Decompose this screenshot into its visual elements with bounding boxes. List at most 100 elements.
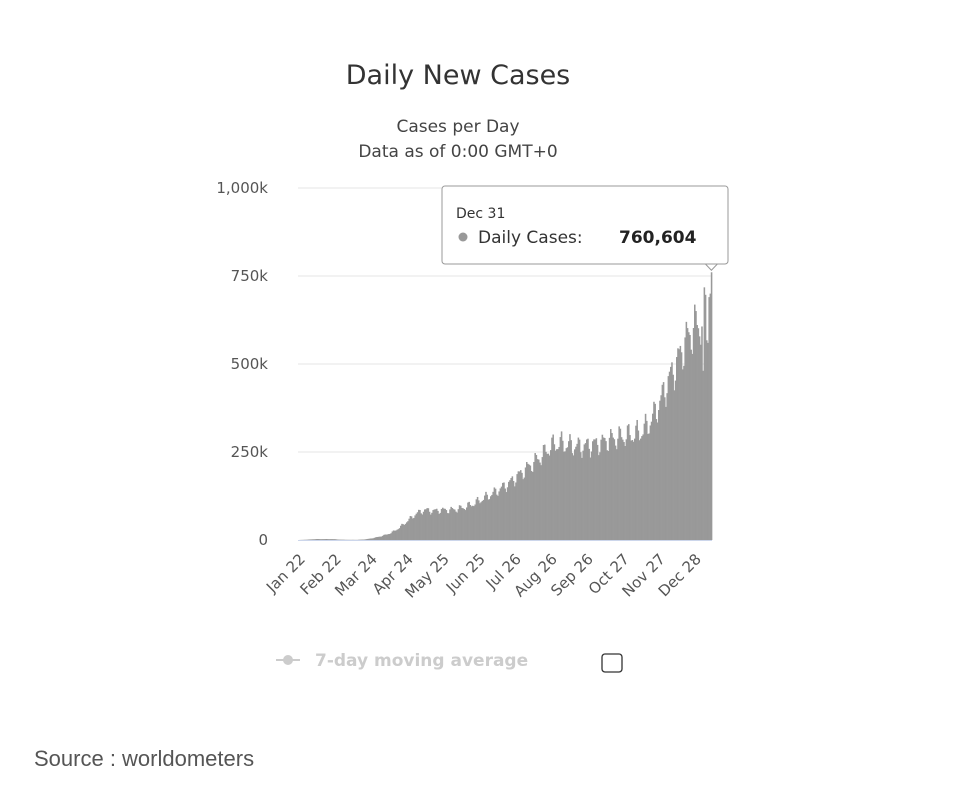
daily-cases-bar[interactable] — [533, 461, 535, 540]
daily-cases-bar[interactable] — [466, 507, 468, 540]
daily-cases-bar[interactable] — [700, 344, 702, 540]
daily-cases-bar[interactable] — [683, 365, 685, 540]
daily-cases-bar[interactable] — [604, 438, 606, 540]
daily-cases-bar[interactable] — [607, 450, 610, 540]
daily-cases-bar[interactable] — [486, 494, 488, 540]
daily-cases-bar[interactable] — [412, 518, 414, 540]
daily-cases-bar[interactable] — [386, 534, 389, 540]
daily-cases-bar[interactable] — [503, 482, 505, 540]
daily-cases-bar[interactable] — [668, 371, 671, 540]
daily-cases-bar[interactable] — [667, 376, 670, 540]
daily-cases-bar[interactable] — [422, 511, 425, 540]
daily-cases-bar[interactable] — [511, 476, 514, 540]
daily-cases-bar[interactable] — [544, 444, 546, 540]
daily-cases-bar[interactable] — [565, 448, 568, 540]
daily-cases-bar[interactable] — [474, 504, 476, 541]
daily-cases-bar[interactable] — [499, 488, 502, 540]
daily-cases-bar[interactable] — [708, 297, 710, 540]
daily-cases-bar[interactable] — [323, 539, 325, 540]
daily-cases-bar[interactable] — [389, 533, 391, 540]
daily-cases-bar[interactable] — [462, 508, 464, 540]
daily-cases-bar[interactable] — [600, 439, 602, 540]
daily-cases-bar[interactable] — [630, 440, 632, 540]
daily-cases-bar[interactable] — [463, 509, 466, 540]
daily-cases-bar[interactable] — [596, 444, 599, 540]
daily-cases-bar[interactable] — [634, 438, 636, 540]
daily-cases-bar[interactable] — [380, 536, 383, 540]
daily-cases-bar[interactable] — [616, 449, 618, 540]
daily-cases-bar[interactable] — [326, 539, 329, 540]
daily-cases-bar[interactable] — [428, 511, 431, 540]
daily-cases-bar[interactable] — [420, 513, 422, 540]
daily-cases-bar[interactable] — [589, 457, 592, 540]
daily-cases-bar[interactable] — [434, 509, 437, 540]
daily-cases-bar[interactable] — [614, 445, 617, 540]
daily-cases-bar[interactable] — [530, 470, 533, 540]
daily-cases-bar[interactable] — [677, 348, 679, 540]
daily-cases-bar[interactable] — [460, 505, 462, 540]
daily-cases-bar[interactable] — [546, 453, 548, 540]
daily-cases-bar[interactable] — [432, 510, 434, 540]
daily-cases-bar[interactable] — [703, 287, 706, 540]
daily-cases-bar[interactable] — [312, 539, 314, 540]
daily-cases-bar[interactable] — [520, 470, 522, 540]
daily-cases-bar[interactable] — [671, 362, 673, 540]
daily-cases-bar[interactable] — [695, 311, 697, 540]
daily-cases-bar[interactable] — [547, 453, 550, 540]
daily-cases-bar[interactable] — [445, 510, 448, 540]
daily-cases-bar[interactable] — [456, 512, 458, 540]
daily-cases-bar[interactable] — [611, 433, 613, 540]
daily-cases-bar[interactable] — [372, 538, 374, 540]
daily-cases-bar[interactable] — [595, 438, 598, 540]
daily-cases-bar[interactable] — [481, 501, 484, 540]
daily-cases-bar[interactable] — [619, 428, 622, 540]
daily-cases-bar[interactable] — [631, 440, 634, 540]
daily-cases-bar[interactable] — [404, 523, 407, 540]
daily-cases-bar[interactable] — [491, 494, 493, 540]
daily-cases-bar[interactable] — [629, 435, 631, 540]
daily-cases-bar[interactable] — [642, 434, 644, 540]
daily-cases-bar[interactable] — [587, 438, 589, 540]
daily-cases-bar[interactable] — [577, 437, 580, 540]
daily-cases-bar[interactable] — [643, 423, 646, 540]
daily-cases-bar[interactable] — [655, 419, 658, 540]
daily-cases-bars[interactable] — [299, 272, 713, 541]
daily-cases-bar[interactable] — [314, 539, 317, 540]
daily-cases-bar[interactable] — [364, 539, 366, 540]
daily-cases-bar[interactable] — [535, 454, 538, 540]
daily-cases-bar[interactable] — [425, 509, 427, 540]
daily-cases-bar[interactable] — [532, 472, 534, 540]
daily-cases-bar[interactable] — [564, 451, 566, 540]
daily-cases-bar[interactable] — [613, 439, 616, 540]
daily-cases-bar[interactable] — [451, 508, 454, 540]
daily-cases-bar[interactable] — [605, 441, 607, 540]
daily-cases-bar[interactable] — [505, 492, 508, 540]
daily-cases-bar[interactable] — [709, 293, 712, 540]
daily-cases-bar[interactable] — [394, 530, 396, 540]
daily-cases-bar[interactable] — [518, 471, 521, 540]
daily-cases-bar[interactable] — [646, 420, 648, 540]
daily-cases-bar[interactable] — [458, 505, 461, 540]
daily-cases-bar[interactable] — [528, 464, 530, 540]
daily-cases-bar[interactable] — [455, 511, 457, 540]
daily-cases-bar[interactable] — [419, 510, 421, 540]
daily-cases-bar[interactable] — [662, 382, 665, 540]
daily-cases-bar[interactable] — [680, 352, 683, 540]
daily-cases-bar[interactable] — [415, 513, 418, 540]
daily-cases-bar[interactable] — [563, 451, 565, 540]
daily-cases-bar[interactable] — [647, 433, 649, 540]
daily-cases-bar[interactable] — [397, 529, 400, 540]
daily-cases-bar[interactable] — [426, 508, 428, 540]
daily-cases-bar[interactable] — [310, 539, 312, 540]
daily-cases-bar[interactable] — [523, 477, 526, 540]
daily-cases-bar[interactable] — [317, 539, 319, 540]
daily-cases-bar[interactable] — [635, 425, 637, 540]
daily-cases-bar[interactable] — [438, 513, 440, 540]
daily-cases-bar[interactable] — [710, 272, 713, 540]
daily-cases-bar[interactable] — [448, 513, 450, 540]
daily-cases-bar[interactable] — [377, 536, 379, 540]
daily-cases-bar[interactable] — [660, 395, 662, 540]
daily-cases-bar[interactable] — [334, 539, 336, 540]
daily-cases-bar[interactable] — [624, 445, 626, 540]
daily-cases-bar[interactable] — [398, 528, 401, 540]
